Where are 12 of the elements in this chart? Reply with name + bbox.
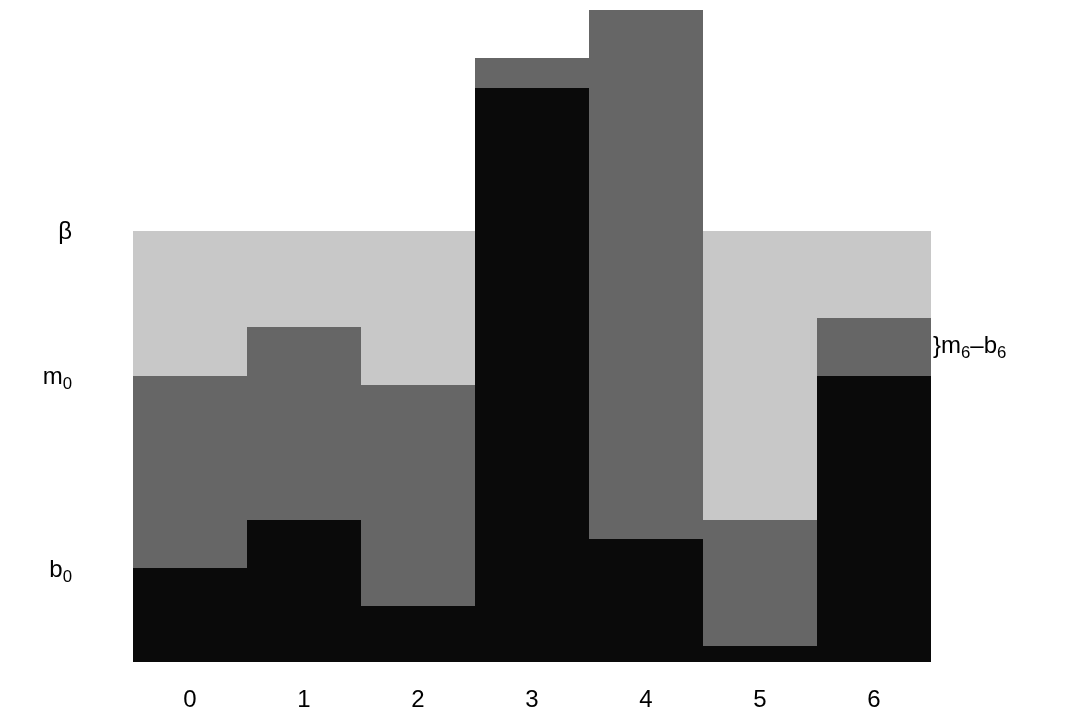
text: }m$_{6}$–b$_{6}$: [933, 331, 1007, 363]
y-tick-label: m$_{0}$: [42, 362, 72, 394]
x-tick-label: 4: [639, 685, 653, 712]
x-tick-label: 6: [867, 685, 881, 712]
y-tick-label: b$_{0}$: [49, 554, 72, 586]
x-tick-label: 0: [183, 685, 197, 712]
x-tick-label: 2: [411, 685, 425, 712]
x-tick-label: 5: [753, 685, 767, 712]
x-tick-label: 3: [525, 685, 539, 712]
bar: [817, 318, 931, 376]
y-tick-label: β: [58, 217, 72, 245]
x-tick-label: 1: [297, 685, 311, 712]
